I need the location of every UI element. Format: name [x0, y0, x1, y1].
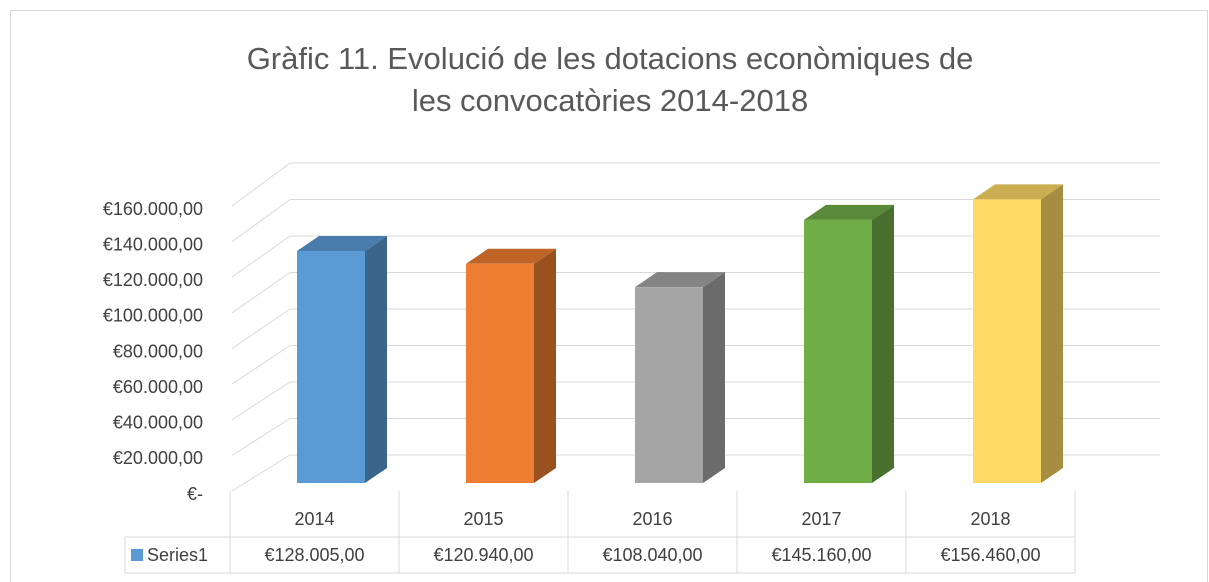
bar-top: [804, 204, 894, 220]
y-tick-label: €100.000,00: [103, 306, 203, 326]
table-value: €156.460,00: [940, 545, 1040, 565]
bar: [973, 199, 1041, 483]
y-tick-label: €60.000,00: [113, 377, 203, 397]
bar-top: [297, 235, 387, 251]
x-tick-label: 2014: [294, 509, 334, 529]
bar: [466, 263, 534, 483]
chart-title: Gràfic 11. Evolució de les dotacions eco…: [246, 41, 974, 118]
x-tick-label: 2016: [632, 509, 672, 529]
grid-line-side: [231, 272, 291, 314]
legend-label: Series1: [147, 545, 208, 565]
x-tick-label: 2018: [970, 509, 1010, 529]
bar-top: [973, 184, 1063, 200]
bar-side: [703, 272, 725, 483]
grid-line-side: [231, 162, 291, 207]
y-tick-label: €120.000,00: [103, 270, 203, 290]
bar-side: [1041, 184, 1063, 483]
x-tick-label: 2015: [463, 509, 503, 529]
table-value: €108.040,00: [602, 545, 702, 565]
y-tick-label: €40.000,00: [113, 413, 203, 433]
table-value: €145.160,00: [771, 545, 871, 565]
legend-swatch: [131, 549, 143, 561]
grid-line-side: [231, 454, 291, 492]
grid-line-side: [231, 345, 291, 385]
grid-line-side: [231, 199, 291, 243]
bar-top: [635, 272, 725, 288]
y-tick-label: €80.000,00: [113, 341, 203, 361]
table-value: €120.940,00: [433, 545, 533, 565]
bar-top: [466, 248, 556, 264]
grid-line-side: [231, 418, 291, 456]
y-tick-label: €140.000,00: [103, 234, 203, 254]
bar-side: [872, 204, 894, 483]
bar: [635, 287, 703, 483]
y-tick-label: €160.000,00: [103, 199, 203, 219]
y-tick-label: €-: [187, 484, 203, 504]
grid-line-side: [231, 308, 291, 349]
y-tick-label: €20.000,00: [113, 448, 203, 468]
chart-border: [10, 10, 1208, 582]
bar-side: [534, 248, 556, 483]
x-tick-label: 2017: [801, 509, 841, 529]
grid-line-side: [231, 381, 291, 421]
grid-line-side: [231, 235, 291, 278]
bar-side: [365, 235, 387, 483]
bar: [804, 219, 872, 483]
bar: [297, 250, 365, 483]
table-value: €128.005,00: [264, 545, 364, 565]
